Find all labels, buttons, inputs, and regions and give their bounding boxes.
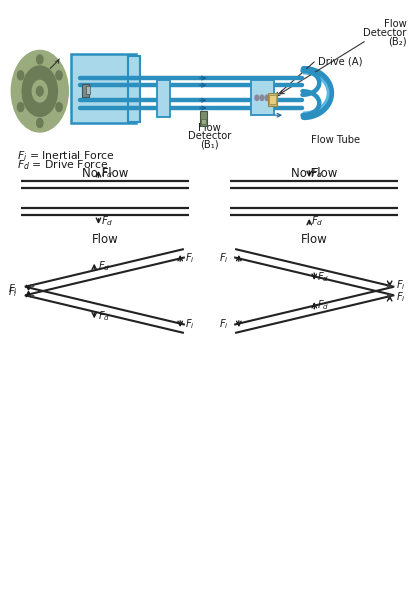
Circle shape — [37, 55, 43, 64]
Text: $F_d$: $F_d$ — [98, 259, 110, 273]
Text: No Flow: No Flow — [291, 167, 337, 180]
Text: Flow: Flow — [198, 123, 221, 133]
Text: (B₂): (B₂) — [388, 36, 406, 46]
Text: Flow: Flow — [301, 233, 328, 246]
FancyBboxPatch shape — [86, 86, 90, 94]
Text: $F_i$: $F_i$ — [396, 278, 405, 292]
Circle shape — [22, 66, 57, 116]
Circle shape — [56, 71, 62, 80]
Text: $F_i$ = Inertial Force: $F_i$ = Inertial Force — [17, 149, 115, 163]
Circle shape — [18, 71, 24, 80]
Circle shape — [37, 119, 43, 128]
Text: Detector: Detector — [363, 28, 406, 38]
Text: $F_i$: $F_i$ — [219, 251, 228, 265]
Text: $F_i$: $F_i$ — [185, 251, 195, 265]
Text: Flow: Flow — [91, 233, 118, 246]
Circle shape — [270, 95, 274, 100]
Text: $F_d$: $F_d$ — [101, 167, 114, 180]
Circle shape — [260, 95, 264, 100]
Text: $F_d$: $F_d$ — [101, 214, 114, 228]
FancyBboxPatch shape — [200, 111, 207, 126]
FancyBboxPatch shape — [251, 80, 274, 115]
Text: Drive (A): Drive (A) — [318, 57, 363, 67]
Circle shape — [11, 50, 68, 132]
Text: $F_d$: $F_d$ — [98, 309, 110, 323]
Circle shape — [36, 86, 43, 96]
FancyBboxPatch shape — [201, 119, 206, 124]
Text: $F_i$: $F_i$ — [185, 317, 195, 331]
Text: No Flow: No Flow — [82, 167, 128, 180]
FancyBboxPatch shape — [128, 56, 140, 122]
FancyBboxPatch shape — [82, 84, 89, 97]
FancyBboxPatch shape — [157, 80, 170, 117]
Circle shape — [265, 95, 269, 100]
FancyBboxPatch shape — [71, 54, 136, 123]
Text: (B₁): (B₁) — [200, 140, 219, 150]
Text: $F_d$: $F_d$ — [317, 298, 329, 312]
Text: $F_d$: $F_d$ — [317, 270, 329, 284]
Text: $F_i$: $F_i$ — [8, 286, 17, 299]
FancyBboxPatch shape — [269, 95, 276, 104]
Circle shape — [32, 80, 47, 102]
Text: $F_d$: $F_d$ — [311, 214, 324, 228]
Text: $F_i$: $F_i$ — [8, 283, 17, 296]
Text: Flow Tube: Flow Tube — [310, 135, 360, 145]
FancyBboxPatch shape — [268, 93, 277, 106]
Circle shape — [18, 103, 24, 112]
Circle shape — [56, 103, 62, 112]
Text: Detector: Detector — [188, 131, 231, 142]
Text: $F_i$: $F_i$ — [219, 317, 228, 331]
Text: $F_d$ = Drive Force: $F_d$ = Drive Force — [17, 158, 108, 172]
Text: $F_i$: $F_i$ — [396, 290, 405, 304]
Text: $F_d$: $F_d$ — [311, 167, 324, 180]
Text: Flow: Flow — [384, 19, 406, 29]
Circle shape — [255, 95, 259, 100]
